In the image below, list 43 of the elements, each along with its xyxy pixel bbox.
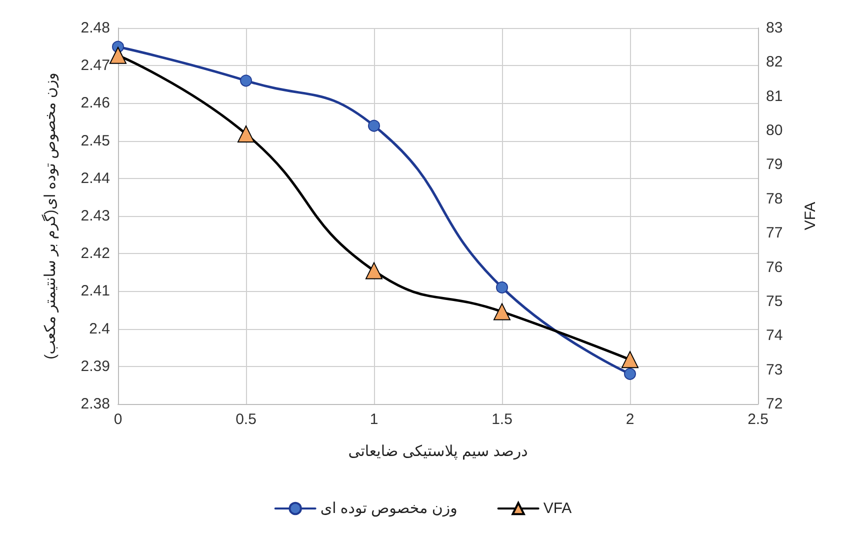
y2-tick-label: 80 <box>766 122 783 140</box>
y2-axis-title: VFA <box>802 202 819 230</box>
y2-tick-label: 82 <box>766 54 783 71</box>
y2-tick-label: 81 <box>766 88 783 105</box>
x-tick-label: 2.5 <box>748 411 768 428</box>
y2-tick-label: 75 <box>766 292 783 310</box>
y-tick-label: 2.42 <box>80 245 110 262</box>
point <box>368 120 380 132</box>
y2-tick-label: 79 <box>766 156 783 174</box>
y2-tick-label: 74 <box>766 327 783 344</box>
y-tick-label: 2.38 <box>80 396 110 412</box>
y-tick-label: 2.39 <box>80 358 110 375</box>
point <box>622 351 638 368</box>
point <box>110 46 126 64</box>
y2-tick-label: 83 <box>766 20 783 36</box>
legend-label: وزن مخصوص توده ای <box>320 500 458 517</box>
x-tick-label: 2 <box>626 411 634 428</box>
y-tick-label: 2.45 <box>80 132 110 150</box>
point <box>366 262 382 280</box>
x-tick-label: 1 <box>370 411 378 428</box>
y-tick-label: 2.4 <box>89 320 110 338</box>
x-tick-label: 0.5 <box>236 411 256 428</box>
point <box>494 303 510 320</box>
y2-tick-label: 73 <box>766 361 783 378</box>
point <box>496 281 508 294</box>
x-tick-label: 1.5 <box>492 411 512 428</box>
point <box>240 74 252 87</box>
y-tick-label: 2.48 <box>80 20 110 36</box>
y2-tick-label: 77 <box>766 224 783 242</box>
y-tick-label: 2.43 <box>80 208 110 224</box>
legend-label: VFA <box>543 500 572 517</box>
y2-tick-label: 78 <box>766 190 783 208</box>
y-tick-label: 2.44 <box>80 170 110 187</box>
y2-tick-label: 72 <box>766 396 783 412</box>
point <box>238 125 254 142</box>
y-axis-title: وزن مخصوص توده ای(گرم بر سانتیمتر مکعب) <box>41 72 59 360</box>
y-tick-label: 2.46 <box>80 94 110 112</box>
x-tick-label: 0 <box>114 411 122 428</box>
x-axis-title: درصد سیم پلاستیکی ضایعاتی <box>348 443 528 460</box>
y-tick-label: 2.47 <box>80 57 110 74</box>
y2-tick-label: 76 <box>766 258 783 276</box>
y-tick-label: 2.41 <box>80 282 110 300</box>
point <box>624 368 636 380</box>
